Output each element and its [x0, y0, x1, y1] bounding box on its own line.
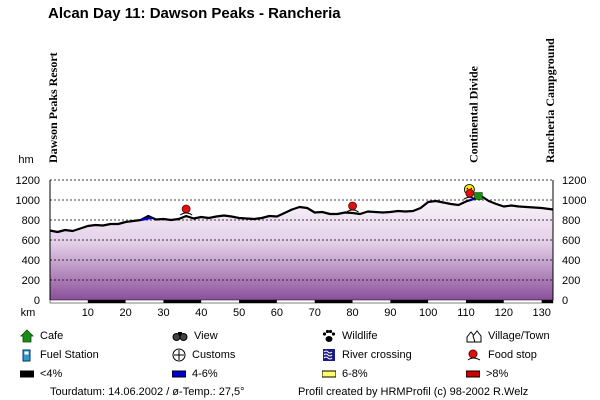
y-axis-label: hm: [18, 154, 33, 166]
km-bar-segment: [314, 300, 353, 303]
credit-text: Profil created by HRMProfil (c) 98-2002 …: [298, 386, 529, 398]
grade-gt8-swatch: [466, 370, 480, 378]
y-tick-label-left: 1200: [16, 175, 40, 187]
km-bar-segment: [390, 300, 429, 303]
place-label: Continental Divide: [467, 65, 481, 163]
elevation-area: [50, 196, 553, 300]
wildlife-icon: [322, 329, 336, 342]
legend-label: >8%: [486, 368, 509, 380]
food-stop-marker-base: [346, 209, 359, 213]
river-crossing-icon: [323, 349, 335, 361]
legend-label: View: [194, 330, 218, 342]
grade-4-6-swatch: [172, 370, 186, 378]
x-tick-label: 20: [120, 307, 132, 319]
legend-label: Food stop: [488, 349, 537, 361]
legend-cafe: Cafe: [20, 328, 63, 344]
x-tick-label: 30: [157, 307, 169, 319]
legend-label: Wildlife: [342, 330, 378, 342]
y-tick-label-left: 600: [22, 235, 40, 247]
view-marker-eye: [470, 187, 473, 190]
y-tick-label-right: 1000: [562, 195, 586, 207]
km-bar-segment: [352, 300, 391, 303]
legend-river-crossing: River crossing: [322, 347, 412, 363]
x-tick-label: 10: [82, 307, 94, 319]
fuel-station-icon: [22, 349, 31, 362]
x-tick-label: 80: [346, 307, 358, 319]
elevation-line: [49, 194, 554, 234]
x-tick-label: 70: [309, 307, 321, 319]
legend-grade-gt8: >8%: [466, 366, 508, 382]
x-tick-label: 90: [384, 307, 396, 319]
km-bar-frame: [49, 299, 554, 304]
y-tick-label-left: 400: [22, 255, 40, 267]
chart-title: Alcan Day 11: Dawson Peaks - Rancheria: [48, 5, 341, 22]
y-tick-label-right: 1200: [562, 175, 586, 187]
place-label: Dawson Peaks Resort: [46, 52, 60, 163]
y-tick-label-right: 400: [562, 255, 580, 267]
food-stop-marker: [348, 201, 357, 211]
km-bar-segment: [125, 300, 164, 303]
legend-label: Fuel Station: [40, 349, 99, 361]
y-tick-label-right: 0: [562, 295, 568, 307]
grade-6-8-swatch: [322, 370, 336, 378]
legend-label: 4-6%: [192, 368, 218, 380]
food-stop-marker: [181, 204, 191, 214]
y-tick-label-right: 600: [562, 235, 580, 247]
y-tick-label-right: 800: [562, 215, 580, 227]
km-bar-segment: [466, 300, 504, 303]
legend-label: Village/Town: [488, 330, 550, 342]
tour-date-text: Tourdatum: 14.06.2002 / ø-Temp.: 27,5°: [50, 386, 245, 398]
cafe-marker: [474, 192, 483, 200]
y-tick-label-left: 800: [22, 215, 40, 227]
food-stop-marker-base: [463, 196, 477, 200]
grade-lt4-swatch: [20, 370, 34, 378]
km-bar-segment: [503, 300, 542, 303]
km-bar-segment: [276, 300, 315, 303]
x-tick-label: 100: [419, 307, 437, 319]
legend-village: Village/Town: [466, 328, 550, 344]
legend-label: Customs: [192, 349, 236, 361]
legend-label: <4%: [40, 368, 63, 380]
km-bar-segment: [428, 300, 467, 303]
view-marker-eye: [466, 187, 469, 190]
y-tick-label-left: 0: [34, 295, 40, 307]
km-bar-segment: [87, 300, 126, 303]
village-icon: [466, 330, 482, 343]
legend-view: View: [172, 328, 218, 344]
y-tick-label-left: 200: [22, 275, 40, 287]
legend-wildlife: Wildlife: [322, 328, 377, 344]
legend-fuel-station: Fuel Station: [20, 347, 99, 363]
legend-label: Cafe: [40, 330, 64, 342]
legend-grade-lt4: <4%: [20, 366, 62, 382]
x-tick-label: 120: [495, 307, 513, 319]
legend-customs: Customs: [172, 347, 235, 363]
legend-grade-4-6: 4-6%: [172, 366, 218, 382]
x-tick-label: 130: [532, 307, 550, 319]
customs-icon: [172, 348, 186, 362]
x-tick-label: 110: [457, 307, 475, 319]
km-bar-segment: [201, 300, 240, 303]
km-bar-segment: [50, 300, 88, 303]
x-tick-label: 50: [233, 307, 245, 319]
y-tick-label-right: 200: [562, 275, 580, 287]
km-bar-segment: [239, 300, 277, 303]
food-stop-icon: [467, 349, 481, 361]
y-tick-label-left: 1000: [16, 195, 40, 207]
x-tick-label: 60: [271, 307, 283, 319]
view-icon: [172, 332, 188, 341]
food-stop-marker-base: [179, 212, 193, 216]
legend-grade-6-8: 6-8%: [322, 366, 368, 382]
cafe-icon: [20, 329, 34, 343]
food-stop-marker: [465, 188, 475, 198]
legend-food-stop: Food stop: [466, 347, 537, 363]
x-axis-label: km: [21, 307, 36, 319]
legend-label: 6-8%: [342, 368, 368, 380]
place-label: Rancheria Campground: [543, 38, 557, 163]
km-bar-segment: [541, 300, 553, 303]
gradient-segment: [140, 216, 153, 222]
legend-label: River crossing: [342, 349, 412, 361]
km-bar-segment: [163, 300, 202, 303]
x-tick-label: 40: [195, 307, 207, 319]
